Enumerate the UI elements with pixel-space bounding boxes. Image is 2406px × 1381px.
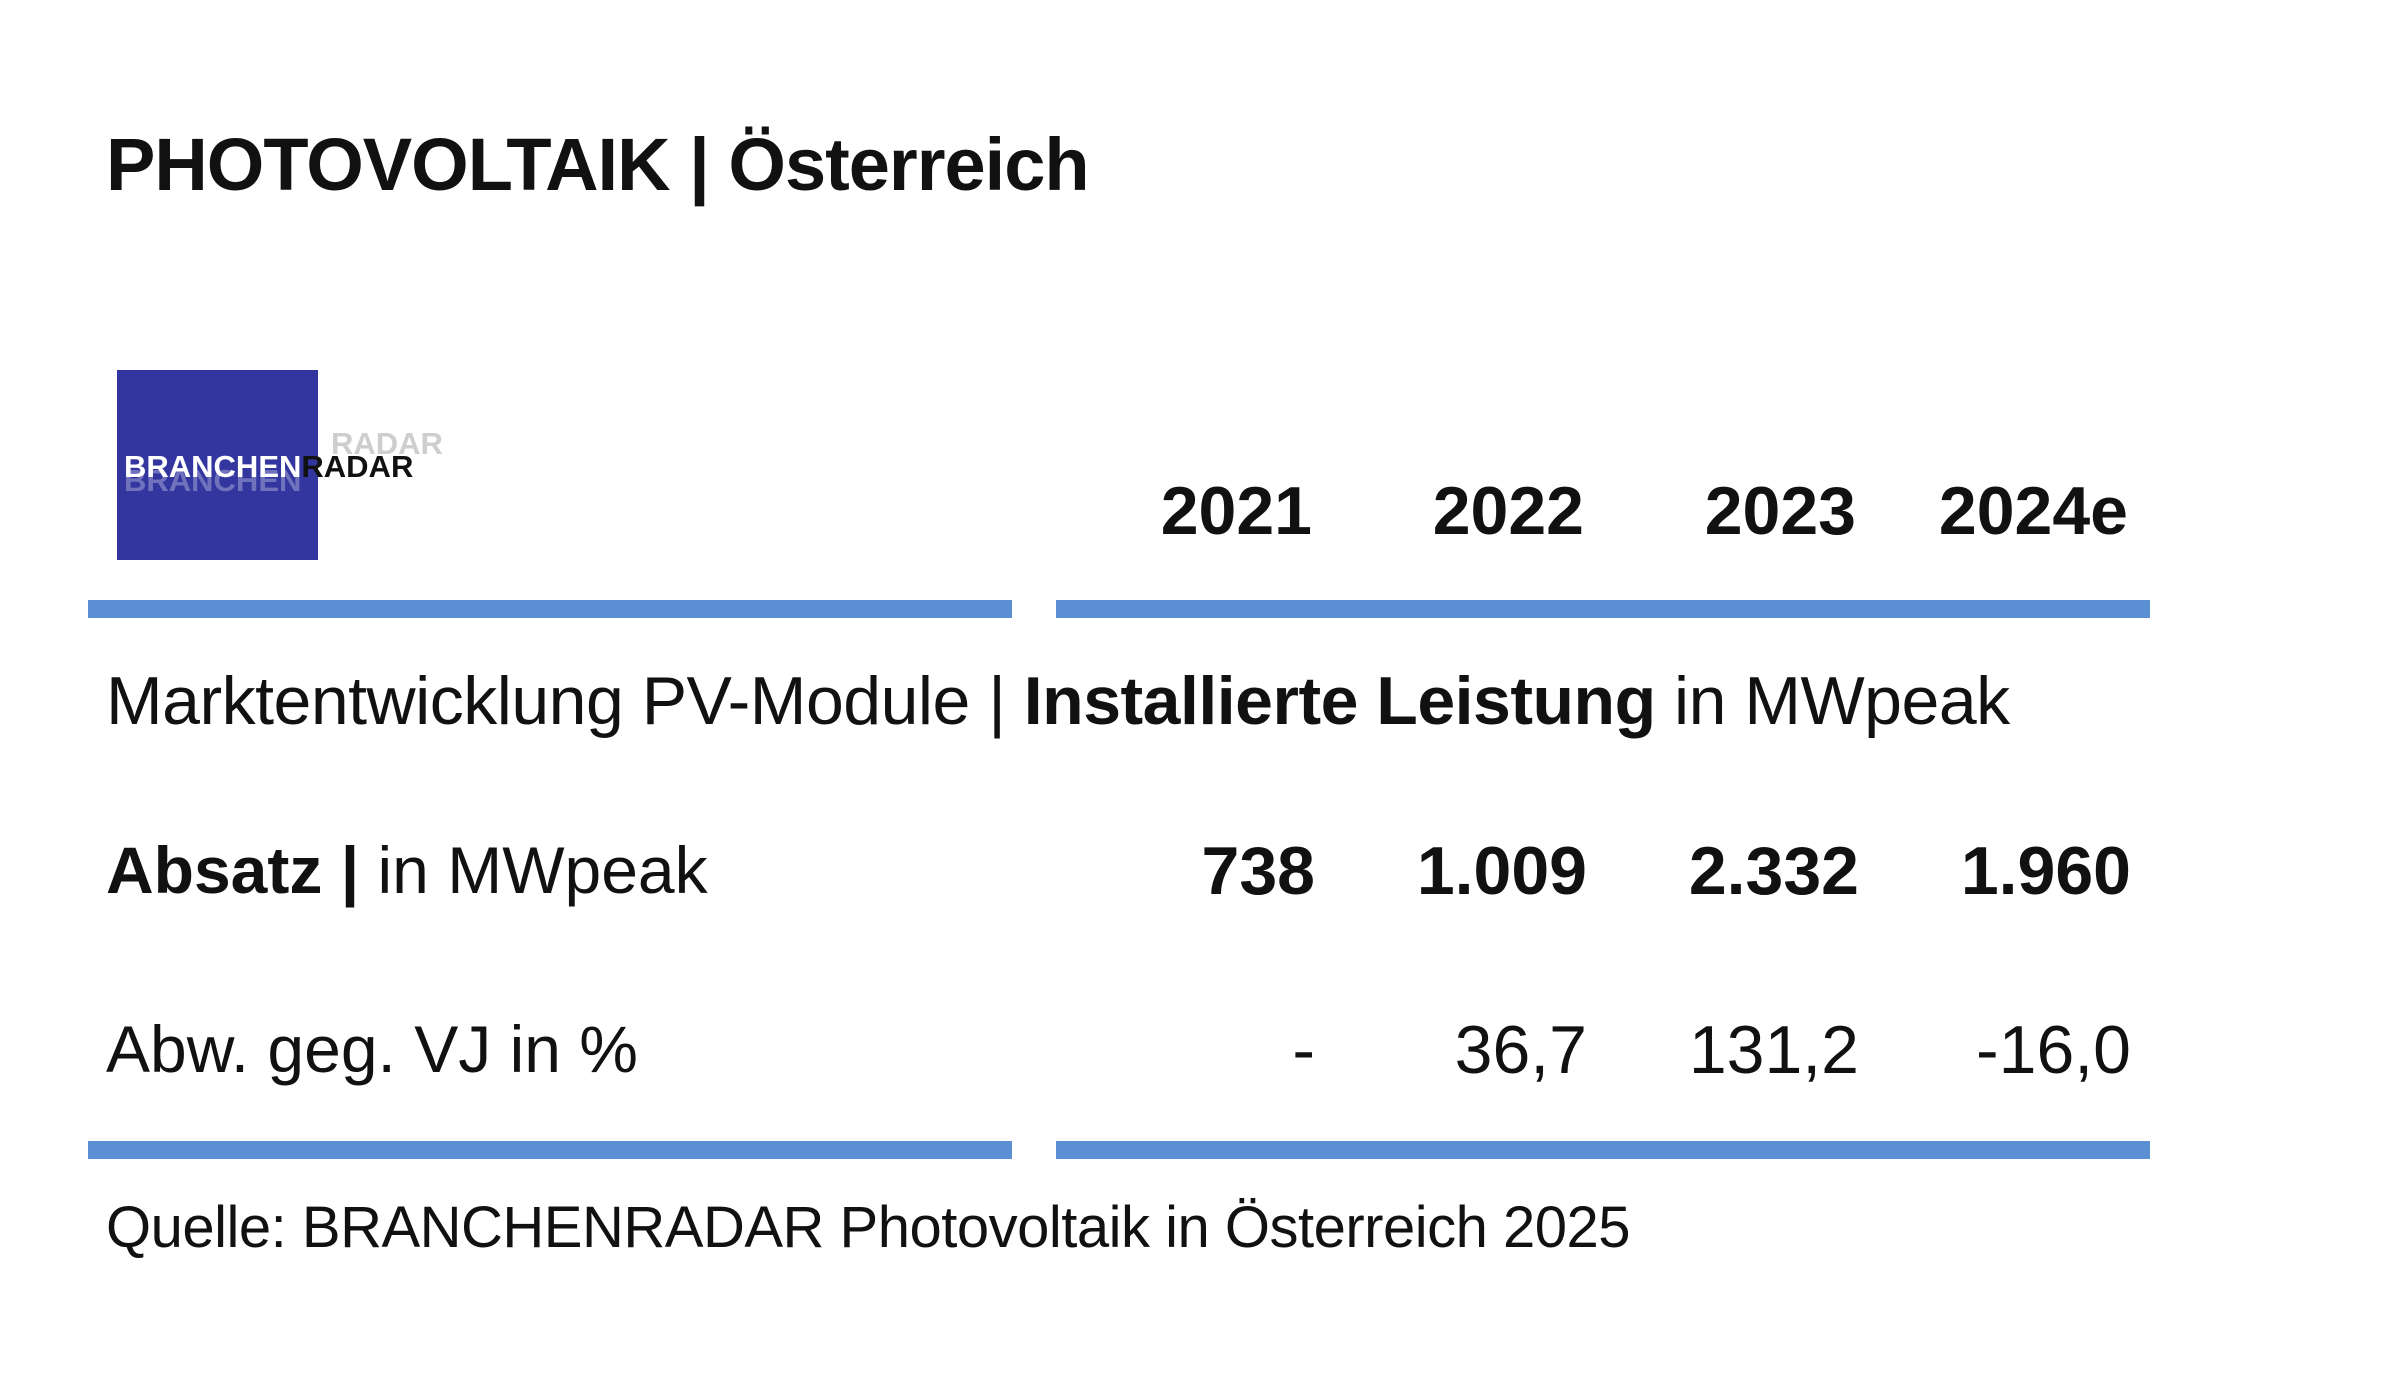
logo-ghost-radar: RADAR	[331, 426, 443, 461]
column-header-2023: 2023	[1704, 473, 1856, 549]
source-note: Quelle: BRANCHENRADAR Photovoltaik in Ös…	[106, 1195, 1631, 1260]
footer-rule-right	[1056, 1141, 2150, 1159]
subtitle-suffix: in MWpeak	[1655, 663, 2010, 739]
branchenradar-logo: BRANCHEN RADAR BRANCHENRADAR	[117, 370, 443, 560]
cell-abweichung-2022: 36,7	[1454, 1012, 1587, 1088]
column-header-2022: 2022	[1432, 473, 1584, 549]
subtitle-bold: Installierte Leistung	[1023, 663, 1656, 739]
logo-text-radar: RADAR	[301, 449, 414, 484]
logo-text-branchen: BRANCHEN	[124, 449, 302, 484]
cell-absatz-2023: 2.332	[1688, 833, 1859, 909]
row-label-absatz: Absatz | in MWpeak	[106, 832, 708, 908]
chart-title: PHOTOVOLTAIK | Österreich	[106, 123, 1090, 206]
column-header-2021: 2021	[1160, 473, 1312, 549]
row-label-abweichung: Abw. geg. VJ in %	[106, 1011, 638, 1087]
logo-ghost-text: BRANCHEN	[124, 463, 302, 498]
logo-text: BRANCHENRADAR	[124, 449, 413, 485]
subtitle-regular: Marktentwicklung PV-Module |	[106, 663, 1024, 739]
cell-abweichung-2023: 131,2	[1688, 1012, 1859, 1088]
cell-absatz-2022: 1.009	[1416, 833, 1587, 909]
header-rule-left	[88, 600, 1012, 618]
row-label-abweichung-regular: Abw. geg. VJ in %	[106, 1012, 638, 1086]
column-header-2024e: 2024e	[1938, 473, 2128, 549]
row-label-absatz-regular: in MWpeak	[359, 833, 708, 907]
cell-absatz-2021: 738	[1201, 833, 1315, 909]
cell-abweichung-2024e: -16,0	[1976, 1012, 2131, 1088]
cell-abweichung-2021: -	[1292, 1012, 1315, 1088]
footer-rule-left	[88, 1141, 1012, 1159]
cell-absatz-2024e: 1.960	[1960, 833, 2131, 909]
row-label-absatz-bold: Absatz |	[106, 833, 360, 907]
header-rule-right	[1056, 600, 2150, 618]
table-subtitle: Marktentwicklung PV-Module | Installiert…	[106, 662, 2010, 740]
